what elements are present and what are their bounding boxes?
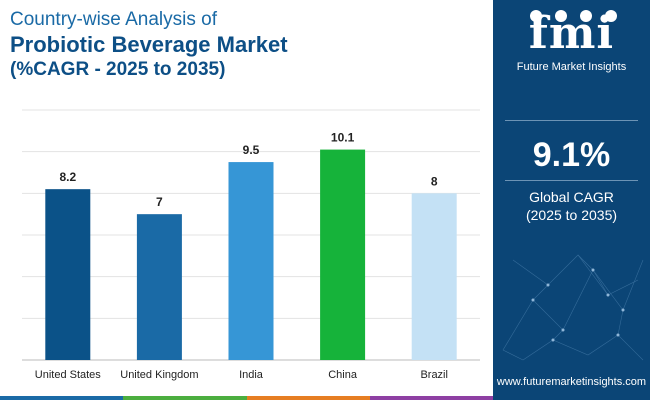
footer-color-bar (0, 396, 493, 400)
network-decoration (502, 254, 644, 361)
x-tick-label: United Kingdom (120, 369, 198, 381)
panel-divider (505, 120, 638, 121)
brand-logo: fmi Future Market Insights (493, 8, 650, 74)
footer-segment (0, 396, 124, 400)
logo-dot-icon (554, 10, 567, 22)
data-label: 8.2 (59, 170, 76, 184)
data-label: 10.1 (331, 131, 355, 145)
x-tick-label: India (239, 369, 264, 381)
footer-segment (246, 396, 370, 400)
title-line-3: (%CAGR - 2025 to 2035) (10, 59, 226, 80)
summary-panel: fmi Future Market Insights 9.1% Global C… (493, 0, 650, 400)
title-line-2: Probiotic Beverage Market (10, 32, 288, 57)
data-label: 7 (156, 195, 163, 209)
logo-dot-icon (529, 10, 542, 22)
brand-name: Future Market Insights (516, 61, 627, 73)
title-line-1: Country-wise Analysis of (10, 9, 217, 30)
bar-india (228, 162, 274, 360)
bar-united-kingdom (136, 214, 182, 360)
footer-segment (123, 396, 247, 400)
x-tick-label: Brazil (420, 369, 448, 381)
bar-china (320, 149, 366, 360)
global-cagr-value: 9.1% (532, 136, 611, 174)
brand-mark: fmi (528, 8, 615, 59)
chart-title: Country-wise Analysis of Probiotic Bever… (10, 8, 288, 82)
x-tick-label: United States (35, 369, 102, 381)
bar-brazil (411, 193, 457, 360)
logo-icons (523, 10, 623, 22)
x-tick-label: China (328, 369, 358, 381)
global-cagr-label: Global CAGR (2025 to 2035) (493, 188, 650, 224)
website-link[interactable]: www.futuremarketinsights.com (496, 376, 647, 388)
data-label: 9.5 (243, 143, 260, 157)
logo-dot-icon (604, 10, 617, 22)
data-label: 8 (431, 174, 438, 188)
panel-divider (505, 180, 638, 181)
bar-united-states (45, 189, 91, 360)
footer-segment (369, 396, 493, 400)
cagr-label-line1: Global CAGR (529, 189, 614, 205)
cagr-label-line2: (2025 to 2035) (525, 207, 618, 223)
bar-chart: 8.2 United States 7 United Kingdom 9.5 India 1… (22, 109, 480, 381)
logo-dot-icon (579, 10, 592, 22)
